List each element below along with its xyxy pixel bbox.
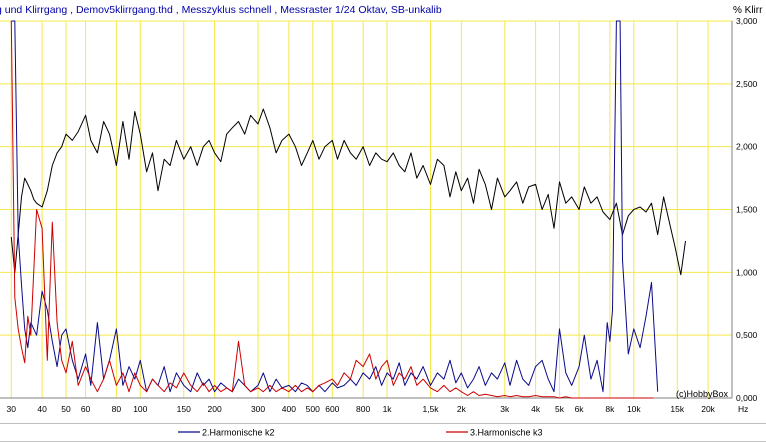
x-tick-label: 800 <box>356 404 370 414</box>
x-tick-label: 300 <box>251 404 265 414</box>
x-tick-label: 3k <box>500 404 510 414</box>
y-tick-label: 3,000 <box>736 16 758 26</box>
x-tick-label: 80 <box>112 404 122 414</box>
copyright-text: (c)HobbyBox <box>676 389 729 399</box>
x-tick-label: 30 <box>7 404 17 414</box>
series-line-k3 <box>10 20 654 399</box>
x-axis-label: Hz <box>738 404 748 414</box>
x-tick-label: 60 <box>81 404 91 414</box>
series-line-main <box>10 108 686 276</box>
y-tick-label: 2,000 <box>736 142 758 152</box>
x-tick-label: 50 <box>61 404 71 414</box>
y-tick-labels: 3,000 2,500 2,000 1,500 1,000 0,500 0,000 <box>736 16 758 403</box>
x-tick-label: 150 <box>177 404 191 414</box>
x-tick-label: 600 <box>325 404 339 414</box>
legend-label: 2.Harmonische k2 <box>202 428 275 438</box>
x-tick-label: 10k <box>627 404 641 414</box>
x-tick-label: 1k <box>383 404 393 414</box>
series-group <box>10 20 686 399</box>
chart-title: g und Klirrgang , Demov5klirrgang.thd , … <box>0 4 442 16</box>
grid <box>0 20 733 399</box>
y-tick-label: 0,000 <box>736 393 758 403</box>
x-tick-label: 200 <box>207 404 221 414</box>
x-tick-label: 5k <box>555 404 565 414</box>
x-tick-label: 1,5k <box>422 404 439 414</box>
y-tick-label: 2,500 <box>736 79 758 89</box>
x-tick-label: 100 <box>133 404 147 414</box>
legend: 2.Harmonische k2 3.Harmonische k3 <box>0 423 766 442</box>
y-tick-label: 1,000 <box>736 267 758 277</box>
x-tick-label: 400 <box>282 404 296 414</box>
series-line-k2 <box>11 20 659 393</box>
legend-label: 3.Harmonische k3 <box>470 428 543 438</box>
x-tick-label: 4k <box>531 404 541 414</box>
x-tick-label: 2k <box>457 404 467 414</box>
x-tick-label: 40 <box>37 404 47 414</box>
x-tick-label: 20k <box>701 404 715 414</box>
x-tick-label: 500 <box>306 404 320 414</box>
x-tick-labels: 30 40 50 60 80 100 150 200 300 400 500 600 800 1k 1,5k… <box>7 404 716 414</box>
x-tick-label: 6k <box>575 404 585 414</box>
y-tick-label: 1,500 <box>736 205 758 215</box>
x-tick-label: 15k <box>670 404 684 414</box>
y-unit-label: % Klirr <box>733 5 763 16</box>
x-tick-label: 8k <box>605 404 615 414</box>
y-tick-label: 0,500 <box>736 330 758 340</box>
